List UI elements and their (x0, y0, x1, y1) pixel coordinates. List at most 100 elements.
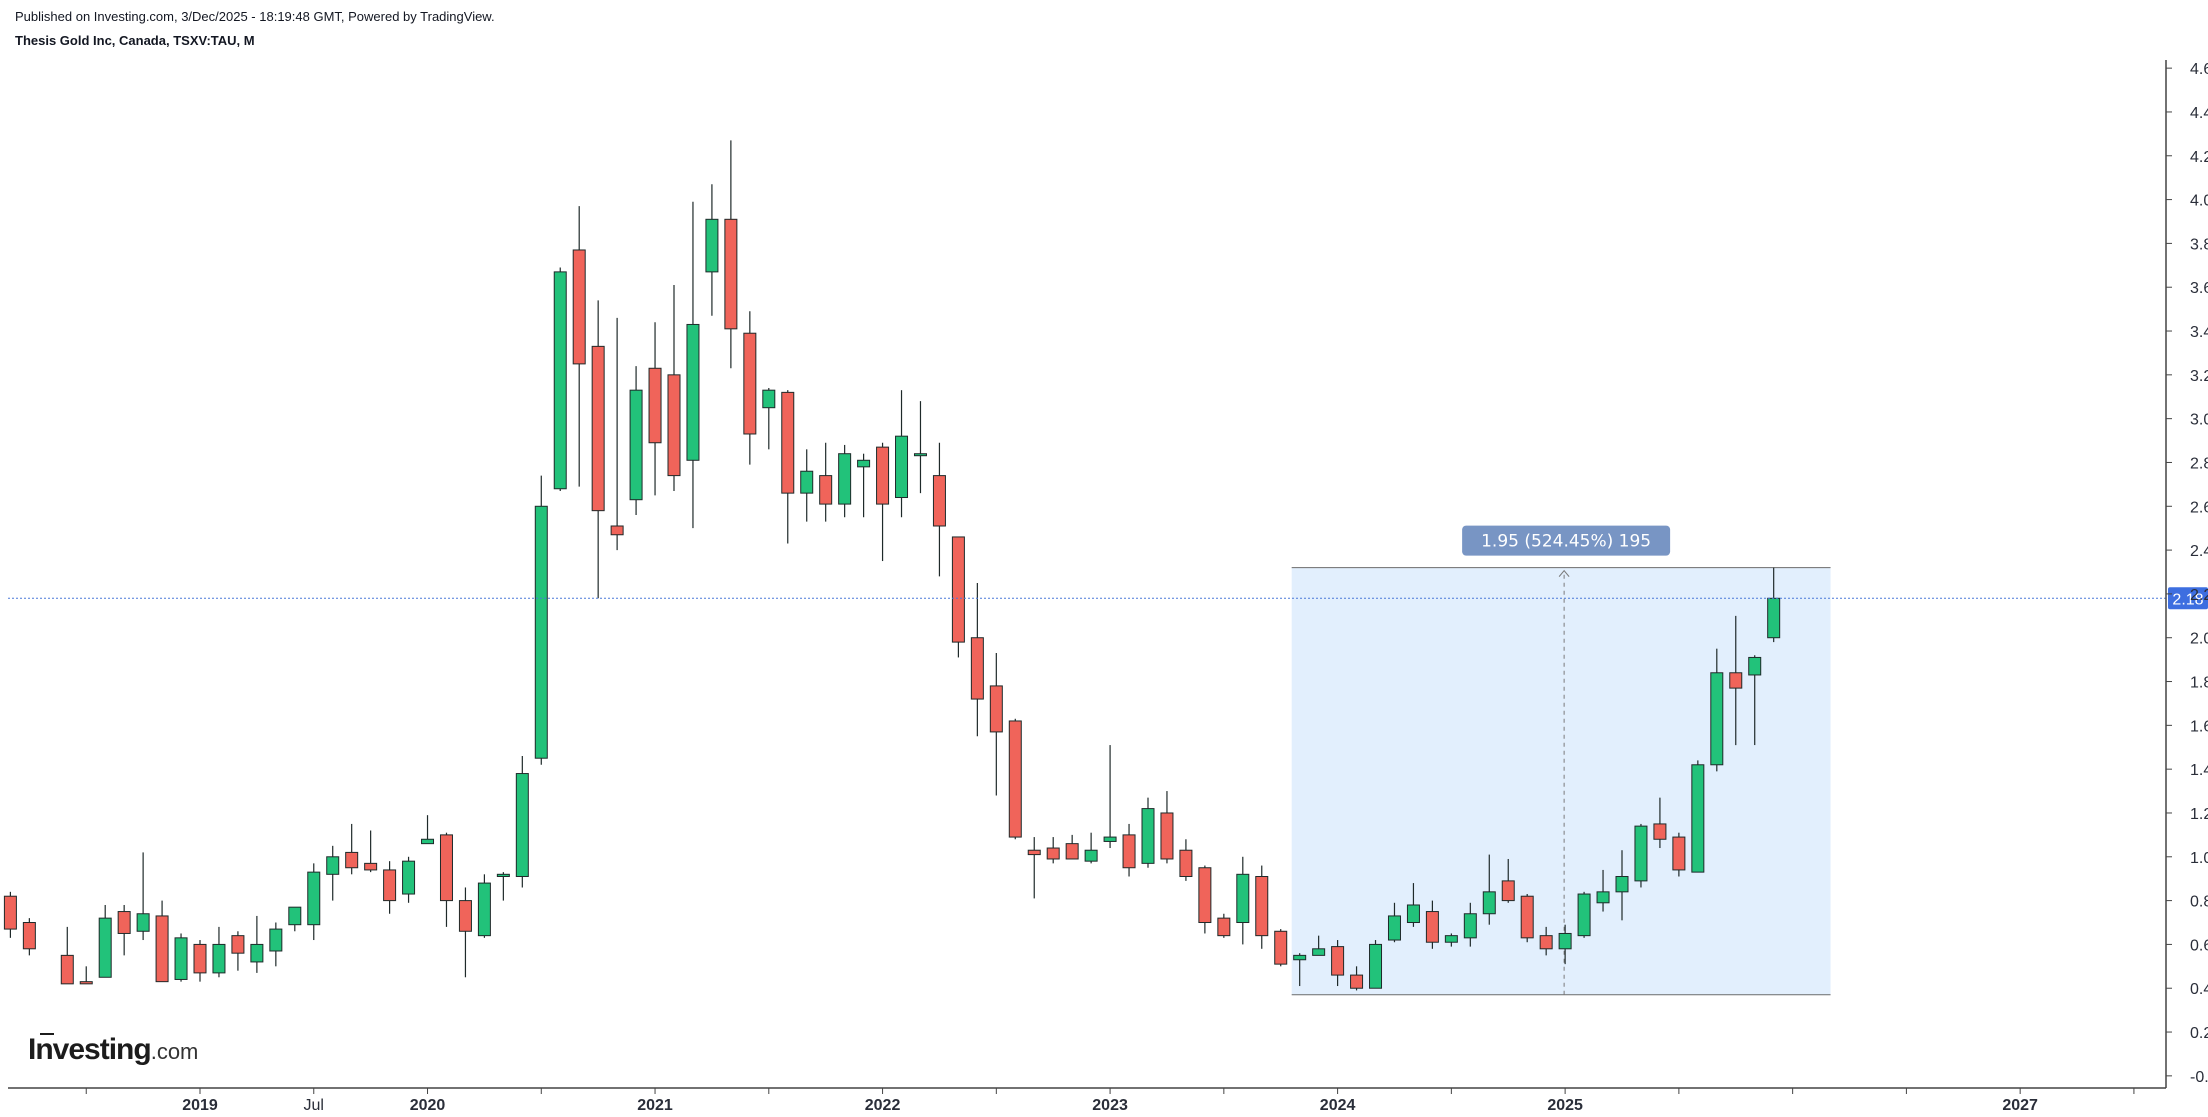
candle (1577, 891, 1591, 938)
measure-range-layer (1291, 567, 1831, 996)
candle (269, 922, 283, 967)
candle-body (477, 882, 491, 937)
candle (1691, 760, 1705, 873)
candle (1406, 883, 1420, 927)
candle (1008, 718, 1022, 840)
candle-body (250, 943, 264, 963)
price-tick-label: 0.80 (2190, 894, 2208, 911)
candle-body (819, 475, 833, 505)
overlay-layer: 2.18 1.95 (524.45%) 195 (8, 525, 2208, 610)
investing-logo[interactable]: Investing.com (28, 1033, 198, 1067)
candle-body (439, 834, 453, 902)
price-tick-label: 3.40 (2190, 324, 2208, 341)
candle-body (1350, 974, 1364, 989)
candle-body (174, 937, 188, 980)
candle-body (1596, 891, 1610, 904)
price-tick-label: -0.00 (2190, 1069, 2208, 1086)
candle (1710, 648, 1724, 772)
time-tick-label: 2024 (1320, 1097, 1356, 1114)
candle-body (705, 218, 719, 273)
logo-brand: Investing (28, 1033, 152, 1066)
candle (193, 940, 207, 982)
candle (1350, 966, 1364, 991)
candle-body (876, 446, 890, 505)
candle (1482, 854, 1496, 925)
axes-layer: 4.60 4.40 4.20 4.00 3.80 3.60 3.40 3.20 3.00 2.80… (8, 60, 2208, 1114)
candle-body (3, 895, 17, 930)
price-tick-label: 4.60 (2190, 61, 2208, 78)
candle (1520, 894, 1534, 943)
candle-body (686, 323, 700, 461)
candle-body (345, 851, 359, 869)
candle-body (895, 435, 909, 499)
candle (1084, 832, 1098, 864)
candle-body (326, 856, 340, 875)
price-tick-label: 4.00 (2190, 193, 2208, 210)
candle-body (1065, 843, 1079, 860)
candle-body (724, 218, 738, 330)
last-price-badge (2168, 587, 2208, 610)
price-tick-label: 0.60 (2190, 937, 2208, 954)
candle-body (913, 453, 927, 457)
candle-body (1710, 672, 1724, 766)
price-tick-label: 2.60 (2190, 499, 2208, 516)
candle-body (781, 391, 795, 494)
price-tick-label: 4.40 (2190, 105, 2208, 122)
candle (1160, 791, 1174, 864)
price-tick-label: 1.80 (2190, 675, 2208, 692)
candle-body (591, 345, 605, 512)
price-tick-label: 1.40 (2190, 762, 2208, 779)
candle (1255, 865, 1269, 949)
candle-body (1236, 873, 1250, 924)
candle (250, 915, 264, 973)
candles-layer (3, 140, 1781, 991)
candle-body (1255, 876, 1269, 937)
candle-body (1331, 946, 1345, 976)
time-tick-label: 2022 (865, 1097, 901, 1114)
candle-body (307, 871, 321, 926)
candle-body (534, 505, 548, 759)
candle-body (212, 943, 226, 974)
candle (288, 906, 302, 932)
candle-body (1672, 836, 1686, 871)
candle (174, 933, 188, 982)
candle-body (1653, 823, 1667, 840)
candle-body (800, 470, 814, 494)
candle (553, 267, 567, 491)
candle (1141, 797, 1155, 868)
price-tick-label: 3.80 (2190, 236, 2208, 253)
candle (1331, 940, 1345, 987)
price-tick-label: 2.40 (2190, 543, 2208, 560)
candle (781, 390, 795, 544)
candle (895, 390, 909, 518)
candle-body (1160, 812, 1174, 860)
candle (60, 926, 74, 985)
candle-body (857, 459, 871, 468)
candle (1217, 913, 1231, 938)
time-tick-label: 2025 (1547, 1097, 1583, 1114)
time-tick-label: 2021 (637, 1097, 673, 1114)
candle-body (1179, 849, 1193, 878)
candle (136, 852, 150, 941)
price-tick-label: 1.00 (2190, 850, 2208, 867)
price-tick-label: 2.00 (2190, 631, 2208, 648)
candle-body (155, 915, 169, 983)
candle-body (1217, 917, 1231, 937)
candle (1198, 865, 1212, 934)
candle (3, 891, 17, 938)
candle (1501, 858, 1515, 903)
candle-body (1008, 720, 1022, 838)
candle-body (1425, 911, 1439, 943)
candle-body (610, 525, 624, 536)
candle-body (1463, 913, 1477, 939)
candle-body (60, 954, 74, 985)
candle (98, 904, 112, 978)
candle (857, 453, 871, 518)
price-tick-label: 2.80 (2190, 455, 2208, 472)
candle (1444, 933, 1458, 947)
candle-body (1501, 880, 1515, 902)
candle-body (951, 536, 965, 643)
candle-body (1482, 891, 1496, 915)
candle (1729, 615, 1743, 746)
